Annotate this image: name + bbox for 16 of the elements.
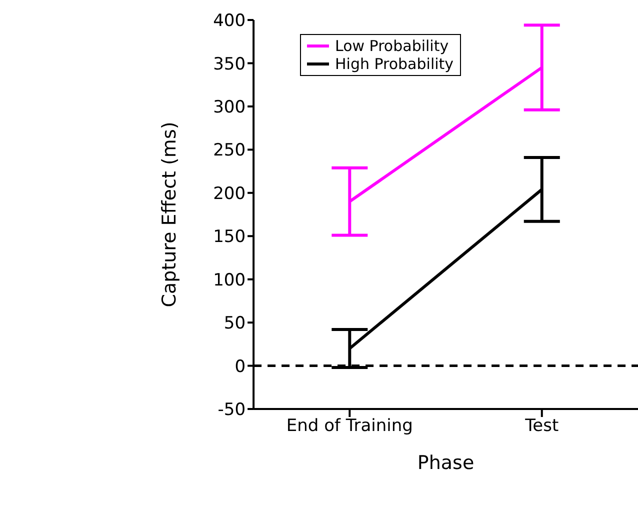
- y-tick-label: 200: [213, 184, 246, 204]
- y-tick-label: 300: [213, 97, 246, 118]
- x-axis-title: Phase: [417, 452, 474, 474]
- y-tick-label: 350: [213, 54, 246, 74]
- legend-label: Low Probability: [335, 37, 449, 55]
- y-tick-label: -50: [218, 400, 246, 420]
- y-axis-title: Capture Effect (ms): [158, 122, 180, 308]
- x-tick-label: Test: [524, 416, 559, 436]
- y-tick-label: 150: [213, 227, 246, 248]
- legend-label: High Probability: [335, 55, 454, 73]
- y-tick-label: 250: [213, 140, 246, 161]
- y-tick-label: 100: [213, 270, 246, 290]
- y-tick-label: 50: [224, 314, 246, 334]
- y-tick-label: 400: [213, 11, 246, 32]
- y-tick-label: 0: [234, 356, 246, 377]
- x-tick-label: End of Training: [286, 416, 413, 436]
